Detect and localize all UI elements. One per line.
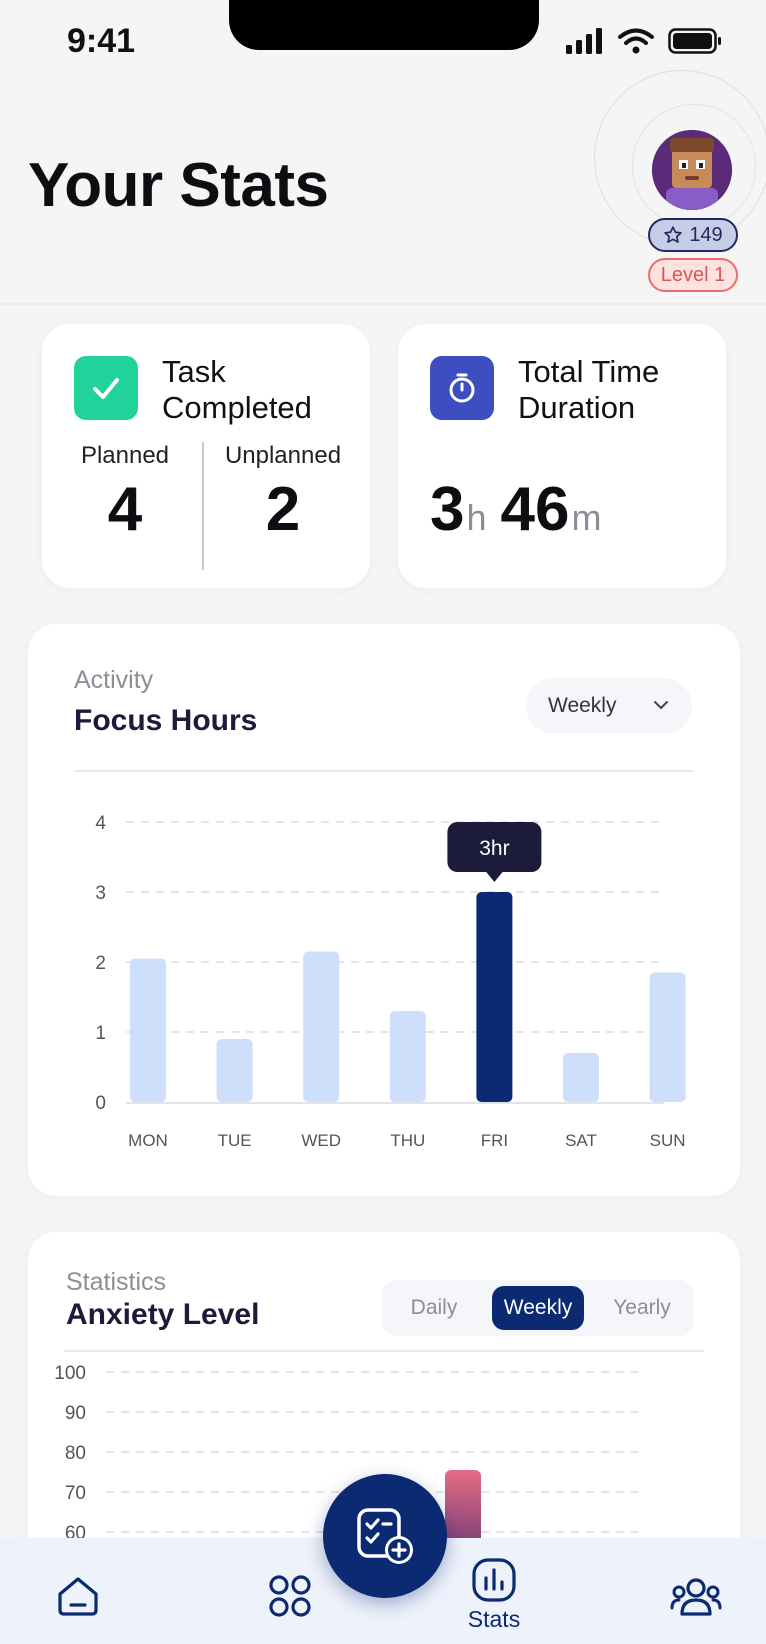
y-tick-label: 90 <box>65 1403 86 1424</box>
tab-community[interactable] <box>636 1538 756 1644</box>
segment-yearly[interactable]: Yearly <box>613 1296 671 1319</box>
segment-weekly[interactable]: Weekly <box>492 1286 584 1330</box>
status-bar: 9:41 <box>0 0 766 90</box>
y-tick-label: 3 <box>95 883 106 904</box>
status-time: 9:41 <box>67 22 136 60</box>
focus-divider <box>74 770 694 772</box>
planned-value: 4 <box>107 475 143 544</box>
stat-divider <box>202 442 204 570</box>
unplanned-label: Unplanned <box>224 442 342 469</box>
period-segmented-control: Daily Weekly Yearly <box>382 1280 694 1336</box>
home-icon <box>58 1577 98 1616</box>
focus-hours-chart: 0 1 2 3 4 MON TUE WED THU FRI 3hr SAT SUN <box>95 813 686 1150</box>
avatar[interactable] <box>652 130 732 210</box>
check-icon <box>93 378 119 399</box>
points-badge: 149 <box>648 218 738 252</box>
x-tick-label: FRI <box>481 1131 508 1150</box>
battery-icon <box>668 28 721 54</box>
y-tick-label: 70 <box>65 1483 86 1504</box>
x-tick-label: SUN <box>650 1131 686 1150</box>
y-tick-label: 4 <box>95 813 106 834</box>
bar-tooltip: 3hr <box>447 822 542 882</box>
time-value: 3 h 46 m <box>430 474 615 545</box>
x-tick-label: WED <box>301 1131 341 1150</box>
page-header: Your Stats 149 Level 1 <box>0 70 766 305</box>
planned-label: Planned <box>80 442 170 469</box>
device-notch <box>229 0 539 50</box>
tab-stats[interactable]: Stats <box>434 1538 554 1644</box>
focus-title: Focus Hours <box>74 704 258 737</box>
stats-icon <box>472 1558 516 1602</box>
avatar-character-icon <box>652 130 732 210</box>
x-tick-label: SAT <box>565 1131 597 1150</box>
page-title: Your Stats <box>28 151 329 220</box>
focus-kicker: Activity <box>74 666 154 694</box>
minutes-unit: m <box>571 497 602 538</box>
y-tick-label: 1 <box>95 1023 106 1044</box>
anxiety-divider <box>64 1350 704 1352</box>
points-value: 149 <box>689 223 723 246</box>
x-tick-label: TUE <box>218 1131 252 1150</box>
y-tick-label: 0 <box>95 1093 106 1114</box>
time-card-title: Total Time Duration <box>518 354 660 425</box>
level-badge: Level 1 <box>648 258 738 292</box>
task-add-icon <box>357 1508 413 1564</box>
star-icon <box>664 226 683 243</box>
dropdown-value: Weekly <box>548 694 617 717</box>
anxiety-title: Anxiety Level <box>66 1298 260 1331</box>
anxiety-kicker: Statistics <box>66 1268 167 1296</box>
tooltip-label: 3hr <box>479 837 509 860</box>
tab-apps[interactable] <box>230 1538 350 1644</box>
hours-value: 3 <box>430 475 465 544</box>
minutes-value: 46 <box>500 475 570 544</box>
community-icon <box>670 1578 722 1616</box>
tab-home[interactable] <box>18 1538 138 1644</box>
y-tick-label: 80 <box>65 1443 86 1464</box>
task-completed-card: Task Completed Planned 4 Unplanned 2 <box>42 324 370 588</box>
time-icon-box <box>430 356 494 420</box>
grid-icon <box>269 1575 311 1617</box>
hours-unit: h <box>466 497 487 538</box>
y-tick-label: 100 <box>54 1363 86 1384</box>
stopwatch-icon <box>449 373 475 403</box>
bar-sun[interactable] <box>649 972 686 1103</box>
cellular-signal-icon <box>566 28 602 54</box>
bar-sat[interactable] <box>563 1053 599 1102</box>
add-task-button[interactable] <box>323 1474 447 1598</box>
bar-tue[interactable] <box>216 1039 253 1102</box>
segment-daily[interactable]: Daily <box>410 1296 458 1319</box>
planned-stat: Planned 4 <box>50 442 200 545</box>
period-dropdown[interactable]: Weekly <box>526 678 692 734</box>
status-icons <box>566 28 722 54</box>
wifi-icon <box>618 28 654 54</box>
bar-mon[interactable] <box>130 958 166 1103</box>
bar-thu[interactable] <box>389 1011 426 1102</box>
total-time-card: Total Time Duration 3 h 46 m <box>398 324 726 588</box>
x-tick-label: THU <box>390 1131 425 1150</box>
y-tick-label: 2 <box>95 953 106 974</box>
tab-stats-label: Stats <box>467 1606 521 1632</box>
task-card-title: Task Completed <box>162 354 312 425</box>
unplanned-value: 2 <box>265 475 301 544</box>
task-icon-box <box>74 356 138 420</box>
bar-wed[interactable] <box>303 951 340 1103</box>
x-tick-label: MON <box>128 1131 168 1150</box>
focus-hours-card: Activity Focus Hours Weekly 0 1 2 3 4 MON TUE W… <box>28 624 740 1196</box>
unplanned-stat: Unplanned 2 <box>208 442 358 545</box>
bar-fri[interactable] <box>476 892 513 1102</box>
chevron-down-icon <box>654 701 668 709</box>
